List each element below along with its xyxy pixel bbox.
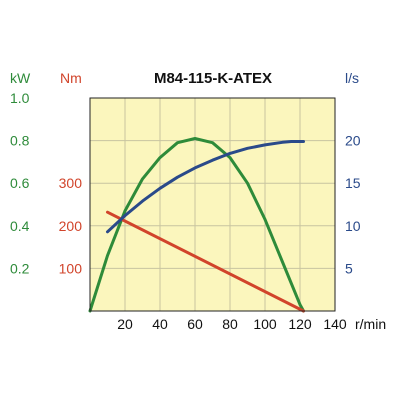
flow-tick-label: 5 [345,260,353,276]
power-tick-label: 0.6 [10,175,30,191]
torque-axis-unit: Nm [60,70,82,86]
flow-tick-label: 20 [345,133,361,149]
power-axis-unit: kW [10,70,31,86]
flow-series-line [106,140,305,234]
plot-frame [89,97,336,312]
torque-series-line [106,210,305,313]
chart-title: M84-115-K-ATEX [154,70,272,87]
torque-tick-label: 200 [59,218,83,234]
power-series-line [88,137,305,313]
flow-tick-label: 15 [345,175,361,191]
plot-area [90,98,335,311]
flow-tick-label: 10 [345,218,361,234]
x-tick-label: 100 [253,316,277,332]
x-tick-label: 20 [117,316,133,332]
x-tick-label: 120 [288,316,312,332]
power-tick-label: 1.0 [10,90,30,106]
torque-tick-label: 100 [59,260,83,276]
x-tick-label: 60 [187,316,203,332]
flow-axis-unit: l/s [345,70,359,86]
x-tick-label: 40 [152,316,168,332]
torque-tick-label: 300 [59,175,83,191]
power-tick-label: 0.8 [10,133,30,149]
x-axis-unit: r/min [355,316,386,332]
power-tick-label: 0.2 [10,260,30,276]
x-tick-label: 140 [323,316,347,332]
x-tick-label: 80 [222,316,238,332]
power-tick-label: 0.4 [10,218,30,234]
